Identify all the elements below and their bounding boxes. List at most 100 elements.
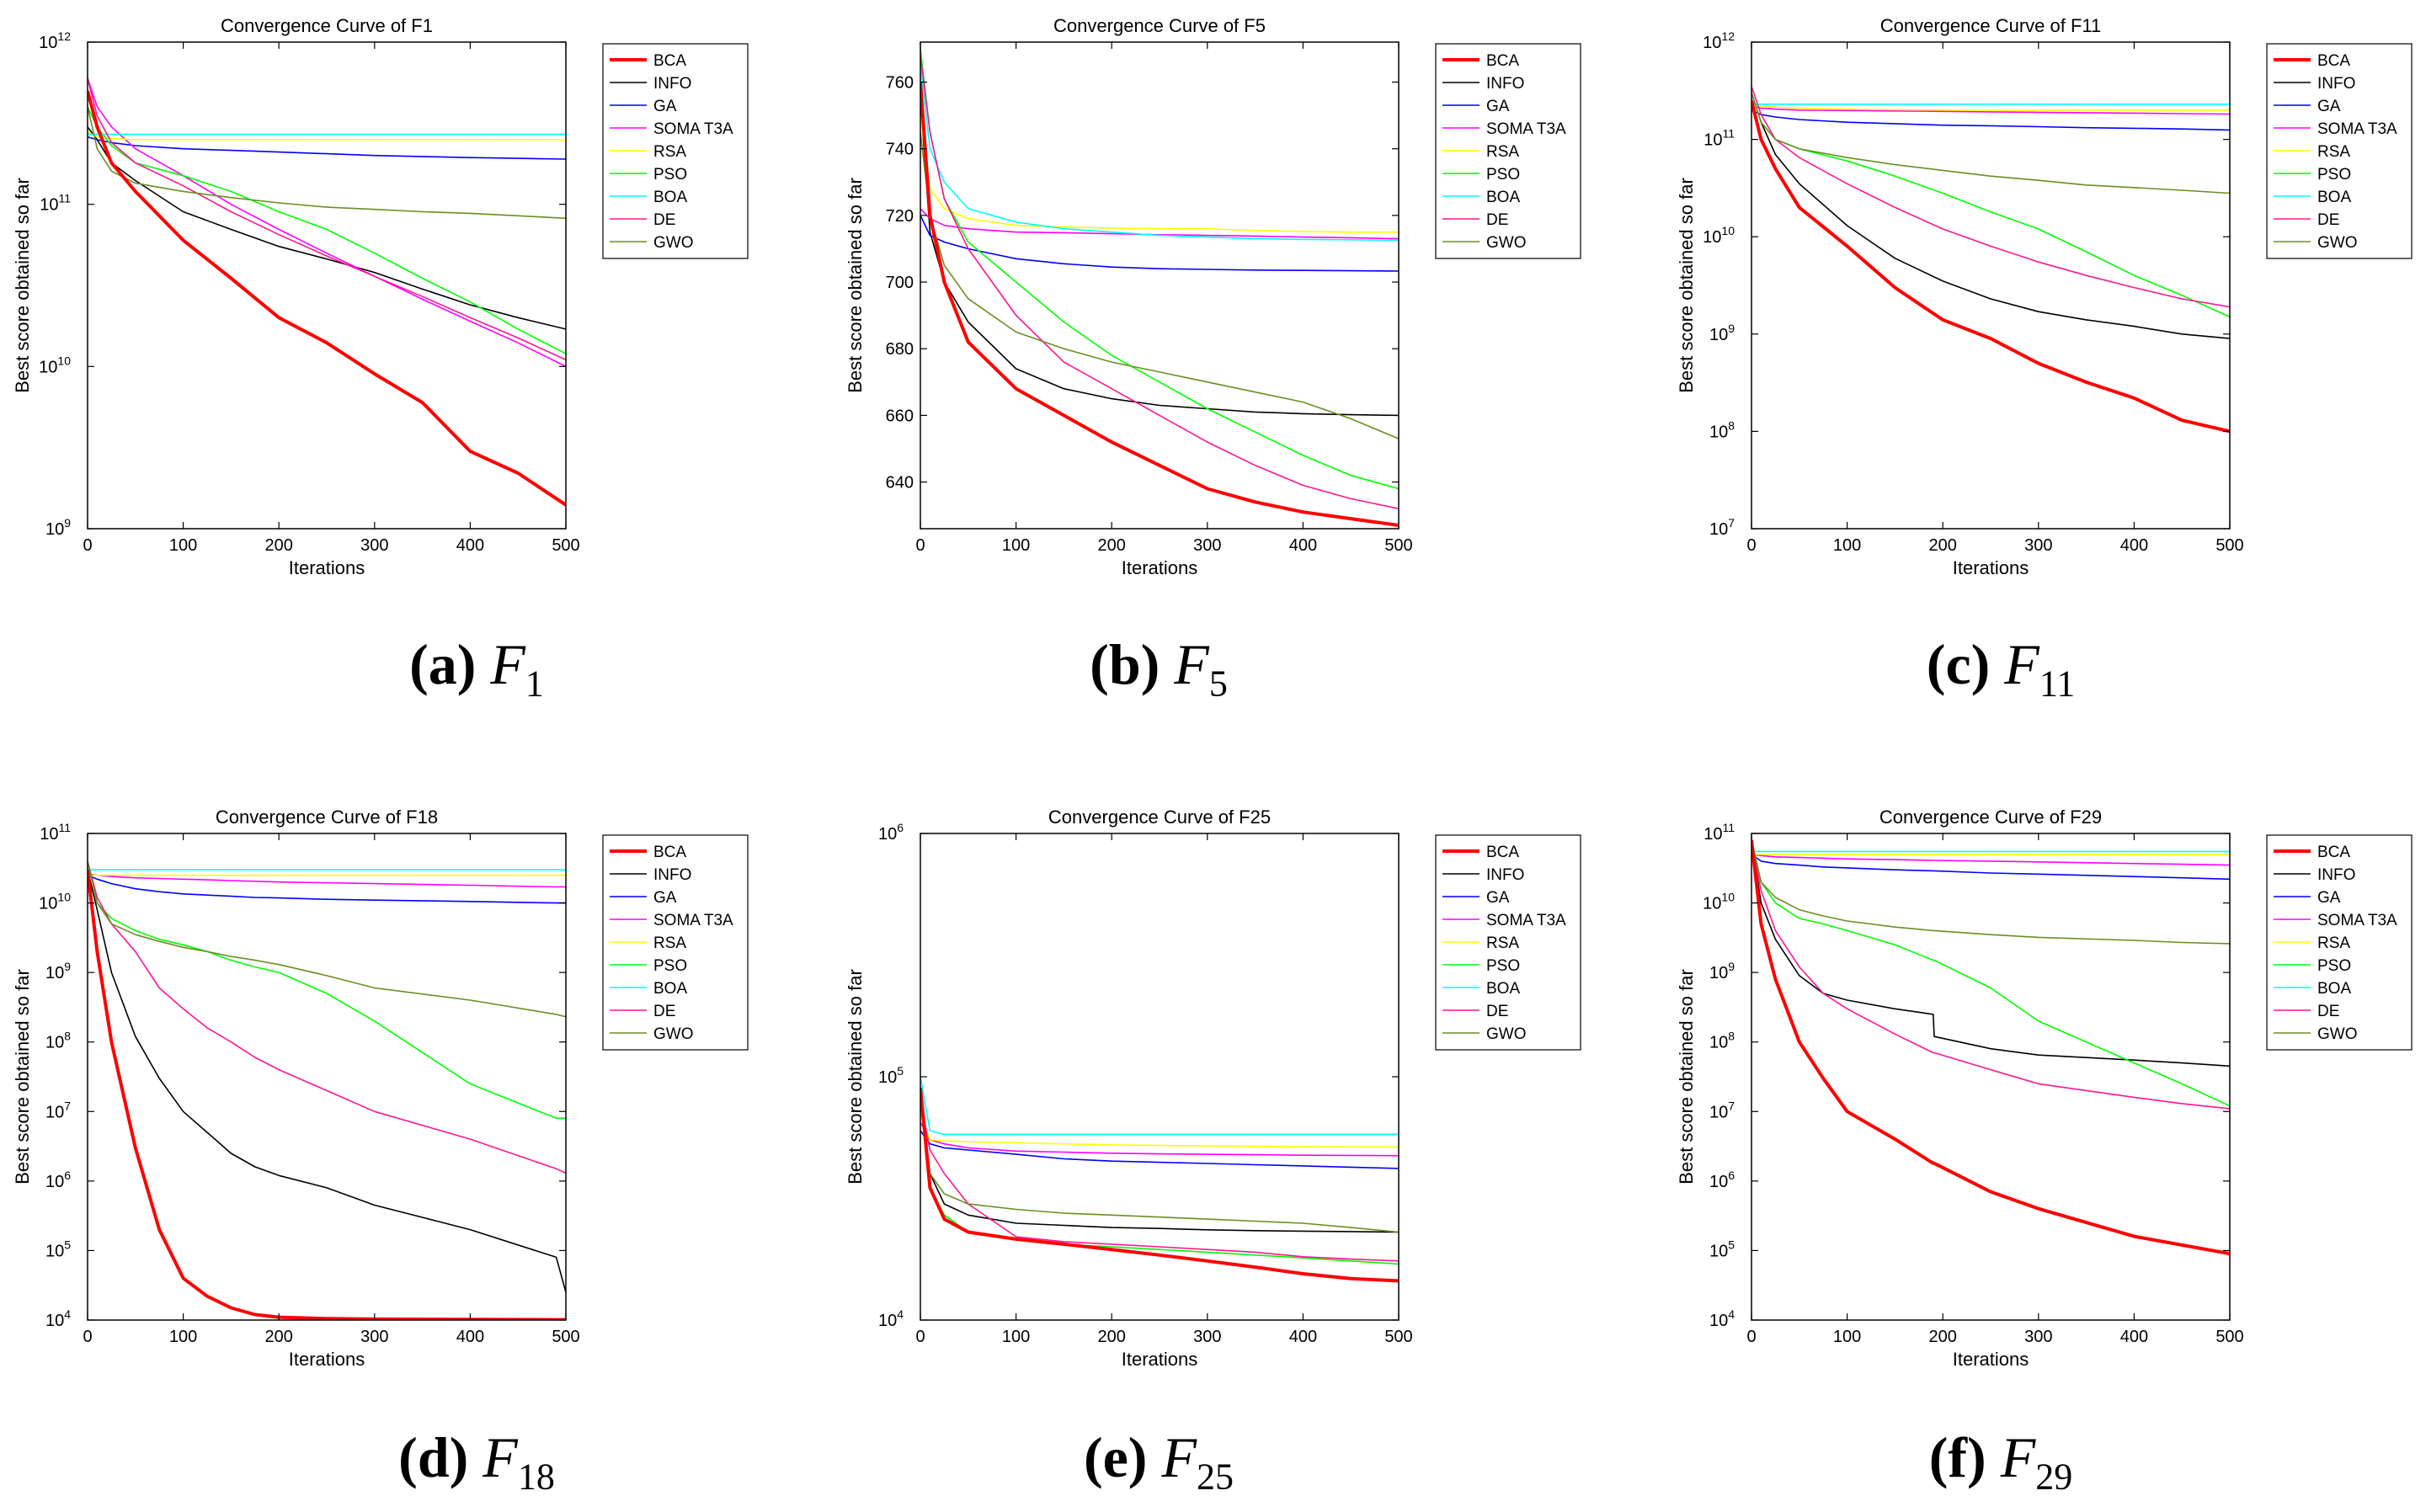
series-line-bca (920, 82, 1399, 527)
y-tick-label: 104 (878, 1307, 904, 1330)
axes-box (87, 41, 567, 530)
x-tick-label: 500 (552, 1328, 579, 1346)
series-line-pso (920, 1088, 1399, 1265)
legend-label-gwo: GWO (1486, 234, 1527, 252)
x-tick-label: 0 (915, 536, 925, 555)
series-line-de (88, 860, 566, 1174)
x-tick-label: 100 (169, 536, 197, 555)
caption-label: (e) (1083, 1425, 1148, 1489)
legend-label-soma-t3a: SOMA T3A (1486, 120, 1566, 138)
legend-label-pso: PSO (1486, 957, 1520, 975)
legend-label-ga: GA (653, 889, 677, 907)
legend-label-ga: GA (1486, 98, 1510, 115)
series-line-rsa (920, 1114, 1399, 1148)
series-line-info (1752, 839, 2230, 1067)
caption-label: (f) (1928, 1425, 1986, 1489)
series-group (88, 860, 566, 1320)
series-line-bca (1752, 839, 2230, 1256)
x-tick-label: 500 (2215, 1328, 2243, 1346)
x-tick-label: 400 (456, 536, 484, 555)
x-tick-label: 300 (1193, 1328, 1221, 1346)
caption-c: (c) F11 (1622, 631, 2380, 705)
legend-label-ga: GA (2317, 889, 2341, 907)
y-tick-label: 109 (45, 960, 71, 982)
legend-label-rsa: RSA (2317, 934, 2350, 952)
axes-box (87, 833, 567, 1321)
legend-label-gwo: GWO (653, 234, 694, 252)
series-line-de (1752, 839, 2230, 1110)
x-tick-label: 0 (1746, 536, 1756, 555)
series-line-de (920, 1099, 1399, 1262)
caption-function: F (2000, 1425, 2036, 1489)
legend: BCA INFO GA SOMA T3A RSA PSO BOA DE GWO (602, 834, 749, 1051)
chart-panel-6: Convergence Curve of F29 0 100 200 300 400 500… (1676, 807, 2413, 1370)
y-tick-label: 680 (886, 340, 914, 359)
x-tick-label: 200 (1098, 1328, 1126, 1346)
legend: BCA INFO GA SOMA T3A RSA PSO BOA DE GWO (2266, 43, 2413, 259)
caption-b: (b) F5 (780, 631, 1538, 705)
chart-title: Convergence Curve of F29 (1879, 807, 2102, 828)
series-line-gwo (1752, 93, 2230, 194)
x-tick-label: 400 (1289, 1328, 1317, 1346)
y-tick-label: 760 (886, 74, 914, 93)
legend-label-ga: GA (1486, 889, 1510, 907)
caption-function: F (1161, 1425, 1197, 1489)
x-tick-label: 400 (456, 1328, 484, 1346)
chart-title: Convergence Curve of F25 (1048, 807, 1271, 828)
x-tick-label: 200 (265, 1328, 293, 1346)
x-tick-label: 200 (265, 536, 293, 555)
x-tick-label: 400 (2120, 1328, 2148, 1346)
y-tick-label: 720 (886, 207, 914, 226)
caption-label: (c) (1926, 632, 1991, 696)
y-tick-label: 108 (1709, 418, 1735, 441)
series-line-soma-t3a (1752, 854, 2230, 866)
y-tick-label: 104 (45, 1307, 71, 1330)
x-tick-label: 100 (1002, 1328, 1030, 1346)
legend-label-soma-t3a: SOMA T3A (653, 912, 733, 929)
caption-function: F (2004, 632, 2039, 696)
series-line-rsa (920, 114, 1399, 233)
legend-label-bca: BCA (1486, 52, 1519, 70)
legend-label-boa: BOA (653, 189, 687, 206)
x-tick-label: 0 (83, 1328, 92, 1346)
x-tick-label: 200 (1929, 536, 1957, 555)
series-line-boa (920, 65, 1399, 242)
legend-label-bca: BCA (2317, 844, 2350, 861)
x-tick-label: 300 (1193, 536, 1221, 555)
legend-label-info: INFO (2317, 866, 2355, 884)
x-tick-label: 300 (2024, 1328, 2052, 1346)
series-line-ga (1752, 109, 2230, 131)
y-tick-label: 107 (1709, 516, 1735, 539)
legend-label-gwo: GWO (2317, 1025, 2358, 1043)
series-line-soma-t3a (1752, 105, 2230, 115)
x-axis-label: Iterations (289, 1349, 365, 1370)
y-tick-label: 107 (1709, 1099, 1735, 1121)
series-line-pso (1752, 839, 2230, 1107)
y-tick-label: 1011 (40, 192, 71, 215)
axes-box (920, 41, 1400, 530)
legend-label-de: DE (1486, 211, 1508, 229)
series-line-ga (920, 1130, 1399, 1169)
x-tick-label: 300 (360, 536, 388, 555)
x-axis-label: Iterations (289, 557, 365, 578)
series-group (920, 1076, 1399, 1283)
legend-label-bca: BCA (2317, 52, 2350, 70)
series-line-de (1752, 86, 2230, 308)
chart-title: Convergence Curve of F11 (1880, 15, 2102, 36)
x-axis-label: Iterations (1122, 557, 1198, 578)
caption-subscript: 11 (2039, 663, 2076, 705)
series-line-soma-t3a (88, 873, 566, 888)
series-line-pso (88, 860, 566, 1120)
legend-label-rsa: RSA (2317, 143, 2350, 161)
legend-label-rsa: RSA (1486, 934, 1519, 952)
legend-label-soma-t3a: SOMA T3A (2317, 912, 2397, 929)
legend-label-info: INFO (653, 866, 691, 884)
series-line-gwo (920, 1099, 1399, 1233)
legend-label-ga: GA (2317, 98, 2341, 115)
legend-label-pso: PSO (2317, 166, 2351, 184)
caption-subscript: 25 (1197, 1456, 1234, 1498)
y-tick-label: 1011 (1704, 127, 1735, 150)
chart-panel-4: Convergence Curve of F18 0 100 200 300 400 500… (12, 807, 749, 1370)
legend-label-bca: BCA (1486, 844, 1519, 861)
